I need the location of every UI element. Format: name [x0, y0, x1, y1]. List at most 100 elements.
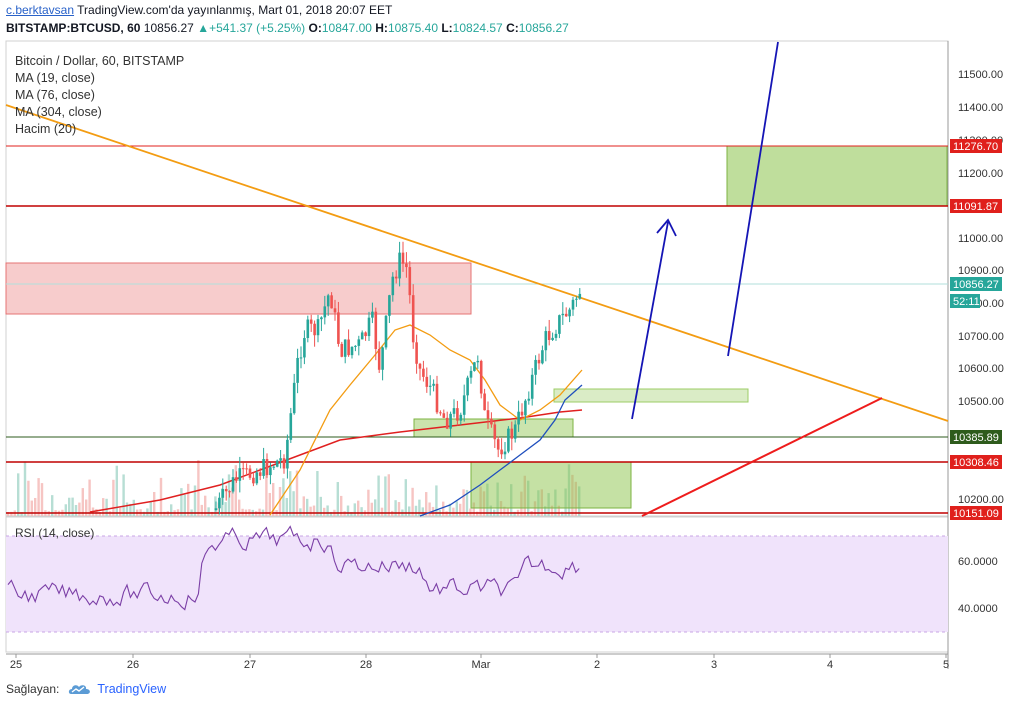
candle-body[interactable] — [405, 263, 408, 268]
candle-body[interactable] — [418, 363, 422, 369]
candle-body[interactable] — [221, 489, 225, 498]
candle-body[interactable] — [493, 424, 497, 440]
candle-body[interactable] — [551, 337, 554, 340]
candle-body[interactable] — [554, 333, 558, 338]
candle-body[interactable] — [561, 313, 565, 316]
projection-arrow-2[interactable] — [727, 41, 779, 357]
candle-body[interactable] — [568, 309, 571, 317]
candle-body[interactable] — [333, 308, 337, 313]
candle-body[interactable] — [350, 346, 354, 356]
legend-ma19[interactable]: MA (19, close) — [15, 71, 95, 85]
candle-body[interactable] — [289, 413, 293, 440]
candle-body[interactable] — [558, 315, 561, 334]
candle-body[interactable] — [466, 377, 469, 396]
legend-volume[interactable]: Hacim (20) — [15, 122, 77, 136]
candle-body[interactable] — [269, 467, 272, 476]
candle-body[interactable] — [258, 472, 262, 476]
candle-body[interactable] — [476, 360, 480, 363]
candle-body[interactable] — [364, 332, 367, 337]
candle-body[interactable] — [292, 382, 296, 414]
time-axis[interactable]: 25 26 27 28 Mar 2 3 4 5 — [10, 654, 949, 671]
candle-body[interactable] — [262, 459, 265, 476]
candle-body[interactable] — [479, 360, 483, 394]
candle-body[interactable] — [275, 460, 279, 467]
legend-ma76[interactable]: MA (76, close) — [15, 88, 95, 102]
candle-body[interactable] — [337, 312, 340, 344]
candle-body[interactable] — [238, 468, 242, 481]
candle-body[interactable] — [445, 417, 449, 429]
candle-body[interactable] — [510, 428, 514, 439]
candle-body[interactable] — [534, 359, 537, 375]
candle-body[interactable] — [520, 411, 524, 416]
candle-body[interactable] — [235, 477, 238, 481]
target-zone[interactable] — [726, 145, 948, 207]
candle-body[interactable] — [469, 370, 473, 378]
candle-body[interactable] — [367, 317, 371, 337]
candle-body[interactable] — [374, 311, 378, 350]
demand-zone[interactable] — [470, 461, 632, 509]
legend-ma304[interactable]: MA (304, close) — [15, 105, 102, 119]
candle-body[interactable] — [306, 319, 310, 339]
candle-body[interactable] — [462, 395, 466, 415]
candle-body[interactable] — [272, 466, 276, 468]
candle-body[interactable] — [316, 319, 320, 336]
candle-body[interactable] — [279, 458, 282, 461]
candle-body[interactable] — [384, 315, 388, 348]
candlesticks[interactable] — [214, 241, 582, 515]
candle-body[interactable] — [398, 252, 401, 279]
candle-body[interactable] — [527, 398, 531, 401]
candle-body[interactable] — [377, 349, 381, 370]
candle-body[interactable] — [231, 477, 235, 492]
candle-body[interactable] — [411, 295, 415, 343]
candle-body[interactable] — [442, 413, 446, 418]
candle-body[interactable] — [354, 345, 357, 347]
candle-body[interactable] — [500, 449, 503, 455]
candle-body[interactable] — [357, 339, 361, 346]
candle-body[interactable] — [224, 489, 228, 492]
candle-body[interactable] — [459, 414, 463, 421]
candle-body[interactable] — [537, 359, 541, 364]
candle-body[interactable] — [323, 306, 327, 318]
candle-body[interactable] — [422, 368, 425, 377]
candle-body[interactable] — [343, 339, 347, 357]
candle-body[interactable] — [544, 331, 548, 351]
candle-body[interactable] — [299, 357, 303, 359]
candle-body[interactable] — [571, 299, 575, 310]
candle-body[interactable] — [388, 295, 391, 316]
candle-body[interactable] — [313, 323, 316, 336]
candle-body[interactable] — [524, 400, 527, 416]
candle-body[interactable] — [252, 477, 255, 484]
candle-body[interactable] — [309, 319, 313, 324]
candle-body[interactable] — [513, 424, 517, 439]
candle-body[interactable] — [347, 339, 350, 356]
candle-body[interactable] — [303, 338, 306, 358]
projection-arrow-1[interactable] — [631, 221, 669, 420]
candle-body[interactable] — [241, 468, 245, 470]
candle-body[interactable] — [394, 276, 398, 279]
rsi-legend[interactable]: RSI (14, close) — [15, 526, 95, 540]
candle-body[interactable] — [255, 472, 259, 484]
candle-body[interactable] — [486, 410, 490, 419]
candle-body[interactable] — [248, 468, 252, 478]
candle-body[interactable] — [286, 439, 289, 469]
author-link[interactable]: c.berktavsan — [6, 3, 75, 17]
candle-body[interactable] — [218, 497, 221, 509]
candle-body[interactable] — [214, 508, 218, 510]
candle-body[interactable] — [473, 362, 476, 371]
candle-body[interactable] — [408, 267, 412, 296]
candle-body[interactable] — [483, 393, 486, 411]
tradingview-link[interactable]: TradingView — [67, 682, 166, 696]
candle-body[interactable] — [456, 408, 459, 421]
candle-body[interactable] — [578, 293, 582, 299]
candle-body[interactable] — [425, 376, 429, 387]
candle-body[interactable] — [496, 439, 500, 450]
candle-body[interactable] — [381, 347, 384, 370]
candle-body[interactable] — [490, 418, 493, 425]
candle-body[interactable] — [517, 411, 520, 425]
candle-body[interactable] — [439, 412, 442, 414]
candle-body[interactable] — [401, 252, 405, 264]
candle-body[interactable] — [435, 383, 439, 413]
candle-body[interactable] — [340, 343, 344, 357]
candle-body[interactable] — [507, 428, 510, 452]
